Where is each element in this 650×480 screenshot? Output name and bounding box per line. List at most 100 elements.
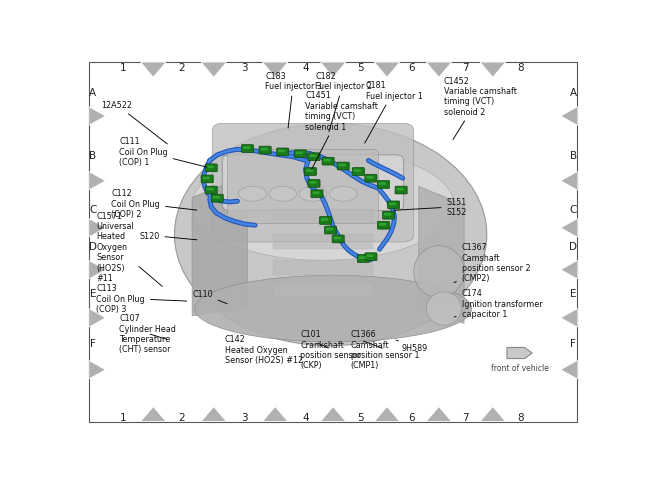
FancyBboxPatch shape [273, 261, 373, 276]
Polygon shape [480, 407, 506, 421]
Polygon shape [561, 360, 577, 379]
Polygon shape [419, 187, 464, 324]
Ellipse shape [269, 187, 296, 202]
FancyBboxPatch shape [304, 168, 317, 176]
Polygon shape [507, 348, 532, 359]
Text: C1452
Variable camshaft
timing (VCT)
solenoid 2: C1452 Variable camshaft timing (VCT) sol… [444, 76, 517, 140]
Polygon shape [561, 219, 577, 238]
Ellipse shape [330, 187, 357, 202]
FancyBboxPatch shape [365, 253, 377, 261]
Text: C182
Fuel injector 2: C182 Fuel injector 2 [315, 72, 372, 132]
Text: 8: 8 [517, 412, 524, 422]
FancyBboxPatch shape [201, 176, 213, 183]
Text: 12A522: 12A522 [101, 101, 167, 144]
FancyBboxPatch shape [309, 182, 317, 184]
FancyBboxPatch shape [222, 156, 404, 211]
Text: 5: 5 [358, 412, 364, 422]
FancyBboxPatch shape [308, 154, 320, 161]
Polygon shape [561, 172, 577, 191]
Polygon shape [89, 360, 105, 379]
Text: C101
Crankshaft
position sensor
(CKP): C101 Crankshaft position sensor (CKP) [300, 330, 361, 370]
FancyBboxPatch shape [367, 177, 373, 179]
FancyBboxPatch shape [277, 149, 289, 156]
FancyBboxPatch shape [359, 257, 366, 259]
Text: A: A [89, 88, 96, 98]
Polygon shape [263, 63, 288, 78]
Text: 6: 6 [408, 412, 415, 422]
Text: C174
Ignition transformer
capacitor 1: C174 Ignition transformer capacitor 1 [454, 288, 542, 318]
FancyBboxPatch shape [324, 227, 337, 234]
FancyBboxPatch shape [309, 155, 317, 158]
FancyBboxPatch shape [322, 158, 334, 166]
FancyBboxPatch shape [205, 165, 217, 172]
Polygon shape [320, 63, 346, 78]
FancyBboxPatch shape [273, 209, 373, 224]
Text: C: C [89, 204, 96, 214]
Text: S120: S120 [139, 231, 197, 240]
FancyBboxPatch shape [212, 124, 413, 242]
Text: B: B [570, 151, 577, 160]
FancyBboxPatch shape [261, 148, 268, 151]
Polygon shape [561, 261, 577, 279]
FancyBboxPatch shape [243, 147, 250, 150]
FancyBboxPatch shape [296, 152, 303, 155]
Polygon shape [374, 407, 400, 421]
Text: 5: 5 [358, 63, 364, 73]
Text: F: F [90, 338, 96, 348]
Text: C: C [570, 204, 577, 214]
FancyBboxPatch shape [378, 222, 389, 229]
Text: A: A [570, 88, 577, 98]
FancyBboxPatch shape [320, 217, 332, 225]
FancyBboxPatch shape [203, 177, 210, 180]
Polygon shape [89, 261, 105, 279]
Text: F: F [571, 338, 577, 348]
Ellipse shape [299, 187, 327, 202]
Text: C1451
Variable camshaft
timing (VCT)
solenoid 1: C1451 Variable camshaft timing (VCT) sol… [306, 91, 378, 170]
Text: D: D [569, 242, 577, 252]
FancyBboxPatch shape [273, 235, 373, 250]
FancyBboxPatch shape [384, 214, 391, 216]
Ellipse shape [194, 276, 472, 342]
FancyBboxPatch shape [324, 159, 331, 162]
Polygon shape [426, 63, 452, 78]
Text: D: D [89, 242, 97, 252]
FancyBboxPatch shape [227, 150, 378, 224]
Text: C183
Fuel injector 3: C183 Fuel injector 3 [265, 72, 322, 129]
FancyBboxPatch shape [365, 175, 377, 183]
Text: 2: 2 [179, 63, 185, 73]
Text: 2: 2 [179, 412, 185, 422]
Text: C142
Heated Oxygen
Sensor (HO2S) #12: C142 Heated Oxygen Sensor (HO2S) #12 [225, 335, 303, 364]
Text: C107
Cylinder Head
Temperature
(CHT) sensor: C107 Cylinder Head Temperature (CHT) sen… [119, 313, 176, 354]
FancyBboxPatch shape [273, 283, 373, 298]
Polygon shape [192, 176, 248, 316]
Text: C113
Coil On Plug
(COP) 3: C113 Coil On Plug (COP) 3 [96, 284, 187, 313]
Polygon shape [263, 407, 288, 421]
FancyBboxPatch shape [213, 196, 220, 199]
Polygon shape [320, 407, 346, 421]
FancyBboxPatch shape [321, 219, 328, 221]
FancyBboxPatch shape [333, 237, 341, 240]
Polygon shape [89, 108, 105, 126]
Polygon shape [201, 63, 226, 78]
Polygon shape [89, 309, 105, 327]
Polygon shape [561, 108, 577, 126]
Text: 7: 7 [462, 63, 469, 73]
FancyBboxPatch shape [389, 203, 396, 206]
Text: 7: 7 [462, 412, 469, 422]
Text: C110: C110 [192, 289, 227, 304]
Ellipse shape [192, 150, 454, 261]
FancyBboxPatch shape [337, 163, 349, 170]
Text: C1571
Universal
Heated
Oxygen
Sensor
(HO2S)
#11: C1571 Universal Heated Oxygen Sensor (HO… [96, 211, 162, 287]
FancyBboxPatch shape [395, 187, 407, 194]
FancyBboxPatch shape [326, 228, 333, 231]
Polygon shape [140, 407, 166, 421]
Text: E: E [90, 288, 96, 298]
Text: C1367
Camshaft
position sensor 2
(CMP2): C1367 Camshaft position sensor 2 (CMP2) [454, 243, 530, 283]
FancyBboxPatch shape [311, 191, 323, 198]
FancyBboxPatch shape [259, 147, 271, 155]
Polygon shape [426, 407, 452, 421]
Text: C181
Fuel injector 1: C181 Fuel injector 1 [365, 81, 422, 144]
FancyBboxPatch shape [241, 145, 254, 153]
Text: 9H589: 9H589 [396, 340, 428, 352]
Polygon shape [480, 63, 506, 78]
